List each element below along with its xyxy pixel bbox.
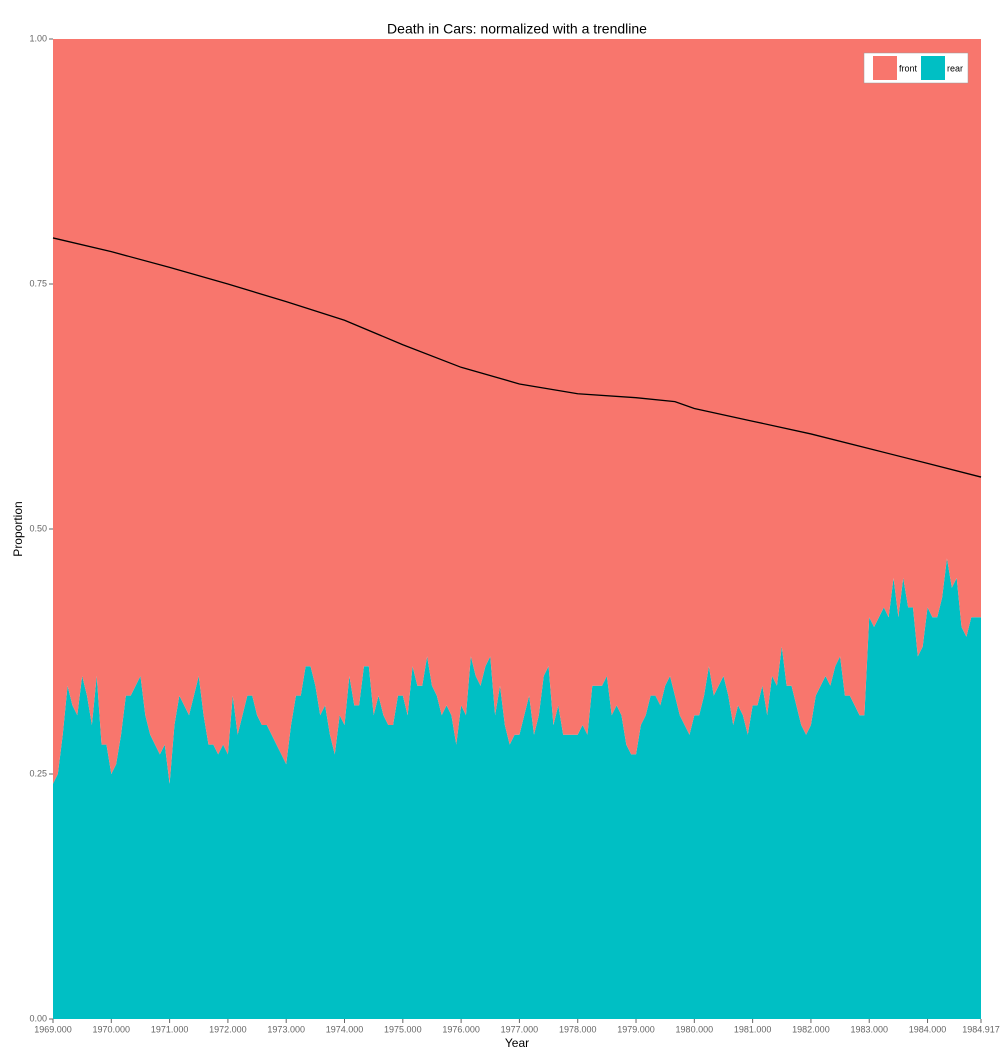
- x-tick-label: 1969.000: [34, 1024, 72, 1034]
- x-tick-label: 1979.000: [617, 1024, 655, 1034]
- x-tick-label: 1976.000: [442, 1024, 480, 1034]
- x-tick-label: 1981.000: [734, 1024, 772, 1034]
- y-tick-label: 0.25: [29, 768, 47, 778]
- x-tick-label: 1973.000: [267, 1024, 305, 1034]
- legend-label: rear: [947, 63, 963, 73]
- x-tick-label: 1984.000: [909, 1024, 947, 1034]
- x-tick-label: 1977.000: [501, 1024, 539, 1034]
- x-tick-label: 1972.000: [209, 1024, 247, 1034]
- x-tick-label: 1984.917: [962, 1024, 1000, 1034]
- legend: front rear: [863, 52, 969, 84]
- y-tick-label: 0.75: [29, 278, 47, 288]
- chart-title: Death in Cars: normalized with a trendli…: [387, 21, 647, 37]
- legend-swatch: [921, 56, 945, 80]
- area: [53, 39, 981, 784]
- area: [53, 558, 981, 1019]
- x-tick-label: 1974.000: [326, 1024, 364, 1034]
- y-axis-label: Proportion: [11, 501, 25, 556]
- legend-swatch: [873, 56, 897, 80]
- x-axis-label: Year: [505, 1036, 529, 1050]
- y-tick-label: 0.00: [29, 1013, 47, 1023]
- y-tick-label: 0.50: [29, 523, 47, 533]
- x-tick-label: 1970.000: [93, 1024, 131, 1034]
- x-tick-label: 1971.000: [151, 1024, 189, 1034]
- x-tick-label: 1980.000: [676, 1024, 714, 1034]
- x-tick-label: 1982.000: [792, 1024, 830, 1034]
- legend-label: front: [899, 63, 918, 73]
- trendline: [52, 237, 982, 478]
- x-tick-label: 1978.000: [559, 1024, 597, 1034]
- x-tick-label: 1975.000: [384, 1024, 422, 1034]
- y-tick-label: 1.00: [29, 33, 47, 43]
- x-tick-label: 1983.000: [850, 1024, 888, 1034]
